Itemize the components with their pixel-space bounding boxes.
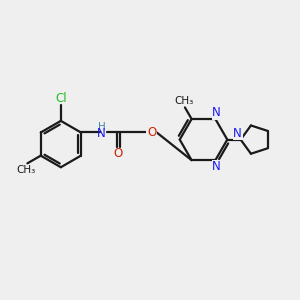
Text: N: N (212, 106, 221, 119)
Text: O: O (113, 147, 123, 161)
Text: H: H (98, 122, 106, 132)
Text: CH₃: CH₃ (175, 96, 194, 106)
Text: N: N (212, 160, 221, 173)
Text: N: N (97, 127, 106, 140)
Text: Cl: Cl (55, 92, 67, 105)
Text: CH₃: CH₃ (16, 165, 35, 175)
Text: N: N (233, 127, 242, 140)
Text: O: O (147, 126, 156, 139)
